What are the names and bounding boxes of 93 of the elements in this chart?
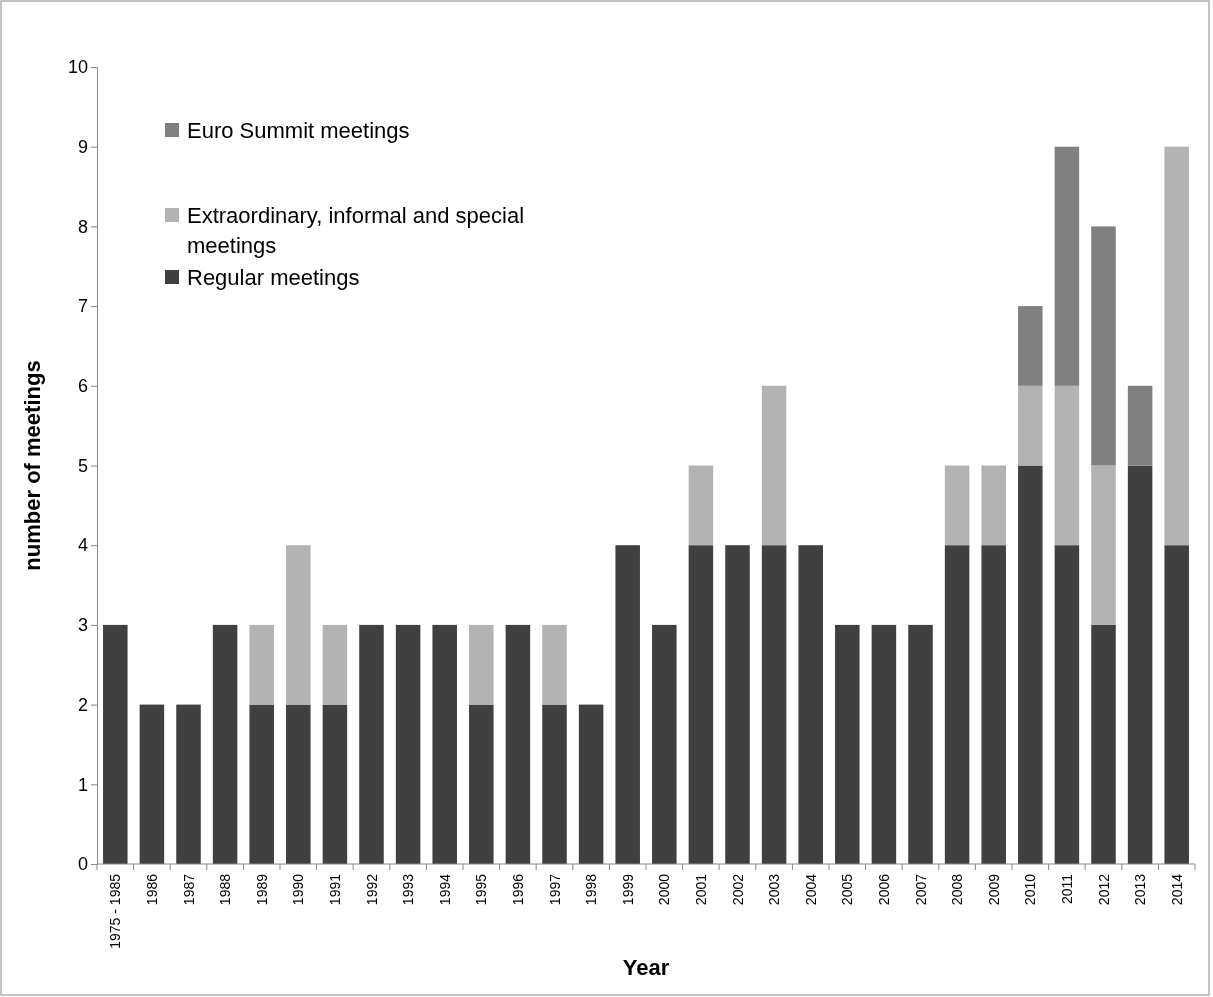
bar	[1164, 545, 1189, 864]
y-tick-label: 1	[77, 774, 88, 795]
y-axis-title: number of meetings	[20, 360, 45, 571]
bar	[981, 465, 1006, 546]
bar	[1054, 545, 1080, 864]
bar	[542, 704, 567, 864]
bar	[578, 704, 604, 864]
legend-label: Extraordinary, informal and special meetings	[187, 203, 525, 258]
bar	[1091, 624, 1116, 864]
x-tick-label: 2001	[692, 873, 709, 906]
bar	[725, 545, 750, 864]
x-tick-label: 2012	[1095, 873, 1112, 906]
y-tick-label: 8	[77, 216, 88, 237]
bar	[871, 624, 897, 864]
y-tick-label: 5	[77, 455, 88, 476]
x-tick-label: 1987	[180, 873, 197, 906]
x-tick-label: 1996	[509, 873, 526, 906]
bar	[286, 545, 311, 705]
x-tick-label: 1992	[363, 873, 380, 906]
x-tick-label: 1999	[619, 873, 636, 906]
bar	[1164, 146, 1189, 546]
x-tick-label: 2014	[1168, 873, 1185, 906]
x-tick-label: 1975 - 1985	[107, 873, 124, 949]
x-tick-label: 1998	[583, 873, 600, 906]
x-tick-label: 1989	[253, 873, 270, 906]
x-tick-label: 2008	[949, 873, 966, 906]
x-tick-label: 1988	[217, 873, 234, 906]
bar	[176, 704, 201, 864]
bar	[981, 545, 1006, 864]
x-tick-label: 2010	[1022, 873, 1039, 906]
bar	[322, 704, 348, 864]
bar	[688, 465, 714, 546]
x-tick-label: 2004	[802, 873, 819, 906]
bar	[1054, 146, 1080, 386]
bar	[395, 624, 421, 864]
x-tick-label: 2002	[729, 873, 746, 906]
x-tick-label: 2013	[1132, 873, 1149, 906]
bar	[1091, 226, 1116, 466]
x-tick-label: 1997	[546, 873, 563, 906]
x-tick-label: 1986	[143, 873, 160, 906]
x-tick-label: 1995	[473, 873, 490, 906]
bar	[505, 624, 531, 864]
bar	[249, 704, 274, 864]
x-tick-label: 1993	[400, 873, 417, 906]
y-tick-label: 0	[77, 854, 88, 875]
bar	[322, 624, 348, 705]
x-tick-label: 2005	[839, 873, 856, 906]
x-tick-label: 1991	[326, 873, 343, 906]
bar	[761, 385, 787, 546]
bar	[615, 545, 640, 864]
bar	[761, 545, 787, 864]
bar	[1127, 385, 1153, 466]
y-tick-label: 6	[77, 376, 88, 397]
bar	[103, 624, 128, 864]
x-tick-label: 1990	[290, 873, 307, 906]
bar	[212, 624, 238, 864]
x-tick-label: 1994	[436, 873, 453, 906]
x-tick-label: 2000	[656, 873, 673, 906]
bar	[688, 545, 714, 864]
bar	[542, 624, 567, 705]
bar	[652, 624, 677, 864]
y-tick-label: 10	[67, 57, 88, 78]
bar	[1018, 465, 1043, 864]
bar	[1018, 385, 1043, 466]
bar	[1127, 465, 1153, 864]
y-tick-label: 3	[77, 615, 88, 636]
x-tick-label: 2011	[1058, 873, 1075, 905]
bar	[944, 545, 970, 864]
bar	[139, 704, 165, 864]
legend-label: Regular meetings	[187, 265, 360, 290]
bar	[359, 624, 384, 864]
bar	[1054, 385, 1080, 546]
bar	[469, 704, 494, 864]
bar	[944, 465, 970, 546]
bar	[835, 624, 860, 864]
bar	[1018, 306, 1043, 386]
x-tick-label: 2006	[875, 873, 892, 906]
bar	[249, 624, 274, 705]
y-tick-label: 4	[77, 535, 88, 556]
x-axis-title: Year	[622, 955, 670, 980]
y-tick-label: 2	[77, 694, 88, 715]
bar	[286, 704, 311, 864]
bar	[908, 624, 933, 864]
x-tick-label: 2007	[912, 873, 929, 906]
x-tick-label: 2009	[985, 873, 1002, 906]
bar	[1091, 465, 1116, 625]
x-tick-label: 2003	[766, 873, 783, 906]
bar	[469, 624, 494, 705]
y-tick-label: 9	[77, 136, 88, 157]
y-tick-label: 7	[77, 296, 88, 317]
bar	[798, 545, 823, 864]
legend-label: Euro Summit meetings	[187, 118, 410, 143]
bar	[432, 624, 457, 864]
